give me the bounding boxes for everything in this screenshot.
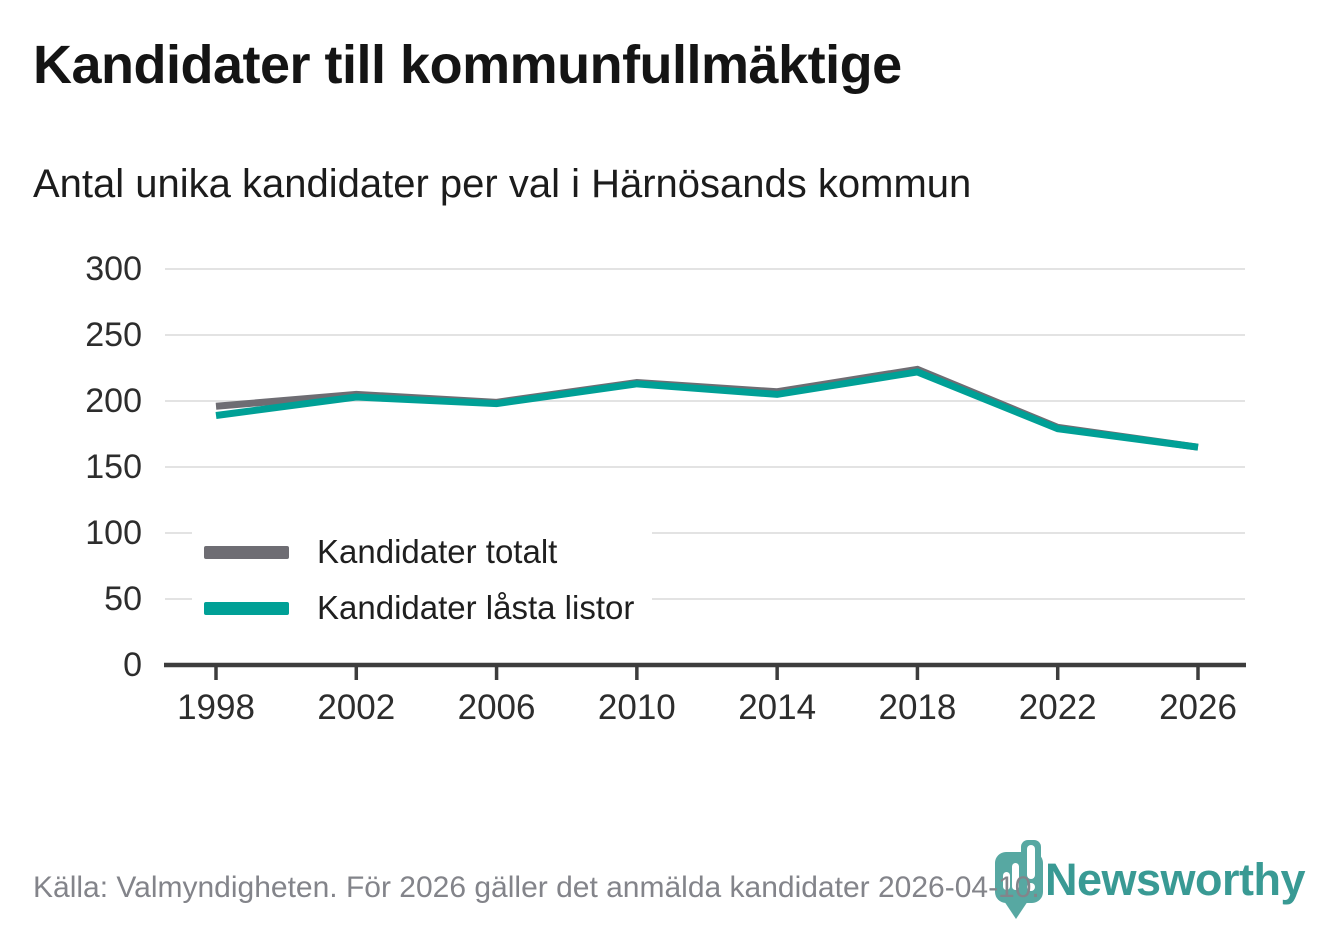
x-tick-label: 2018 (878, 688, 957, 727)
series-line (215, 365, 1199, 451)
chart-subtitle: Antal unika kandidater per val i Härnösa… (33, 162, 972, 206)
y-tick-label: 200 (85, 382, 142, 420)
legend-line-swatch (204, 601, 289, 615)
y-tick-label: 0 (123, 646, 142, 684)
newsworthy-logo: Newsworthy (985, 836, 1315, 931)
newsworthy-pin-barchart-icon (995, 840, 1043, 919)
x-tick-label: 2006 (457, 688, 536, 727)
source-note: Källa: Valmyndigheten. För 2026 gäller d… (33, 871, 1040, 904)
x-tick-label: 2026 (1159, 688, 1237, 727)
legend-label: Kandidater låsta listor (317, 589, 635, 626)
legend-item: Kandidater totalt (204, 524, 634, 580)
y-tick-label: 50 (104, 580, 142, 618)
chart-legend: Kandidater totalt Kandidater låsta listor (192, 518, 653, 646)
y-tick-label: 300 (85, 250, 142, 288)
legend-item: Kandidater låsta listor (204, 580, 634, 636)
page-title: Kandidater till kommunfullmäktige (33, 35, 902, 95)
newsworthy-wordmark: Newsworthy (1045, 854, 1306, 905)
x-tick-label: 2014 (738, 688, 817, 727)
legend-label: Kandidater totalt (317, 533, 558, 570)
y-tick-label: 100 (85, 514, 142, 552)
x-tick-label: 2022 (1018, 688, 1097, 727)
x-tick-label: 2010 (597, 688, 676, 727)
x-tick-label: 1998 (177, 688, 255, 727)
y-tick-label: 150 (85, 448, 142, 486)
y-tick-label: 250 (85, 316, 142, 354)
series-line (215, 368, 1199, 451)
x-tick-label: 2002 (317, 688, 396, 727)
legend-line-swatch (204, 545, 289, 559)
